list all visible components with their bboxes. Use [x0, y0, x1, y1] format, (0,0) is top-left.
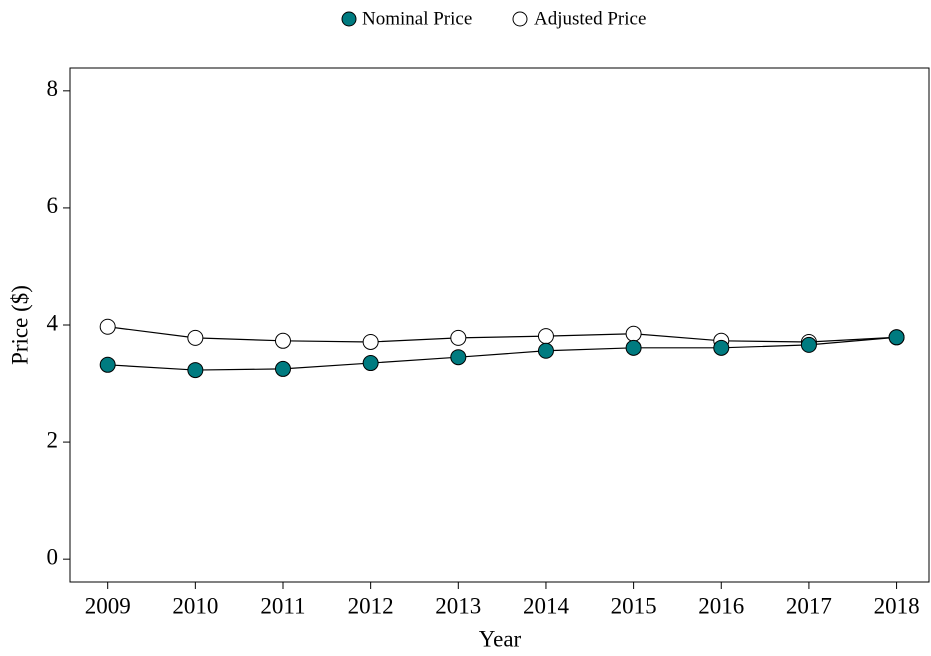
legend-label: Nominal Price: [362, 8, 472, 29]
x-tick-label: 2012: [348, 593, 394, 618]
data-point: [99, 318, 116, 335]
data-point: [537, 328, 554, 345]
x-tick-label: 2013: [435, 593, 481, 618]
data-point: [362, 355, 379, 372]
x-tick-label: 2018: [874, 593, 920, 618]
data-point: [625, 339, 642, 356]
legend-marker: [512, 11, 528, 27]
y-tick-label: 4: [47, 310, 59, 335]
data-point: [450, 349, 467, 366]
y-tick-label: 2: [47, 427, 59, 452]
data-point: [274, 360, 291, 377]
data-point: [800, 336, 817, 353]
x-tick-label: 2017: [786, 593, 832, 618]
x-tick-label: 2011: [260, 593, 305, 618]
data-point: [274, 332, 291, 349]
plot-frame: [69, 67, 930, 583]
y-tick-label: 6: [47, 193, 59, 218]
y-tick-label: 8: [47, 76, 59, 101]
data-point: [450, 329, 467, 346]
data-point: [888, 329, 905, 346]
data-point: [187, 329, 204, 346]
x-tick-label: 2009: [85, 593, 131, 618]
legend-marker: [341, 11, 357, 27]
data-point: [187, 362, 204, 379]
series-line: [107, 336, 897, 371]
data-point: [537, 342, 554, 359]
data-point: [362, 333, 379, 350]
x-tick-label: 2014: [523, 593, 570, 618]
y-tick-label: 0: [47, 544, 59, 569]
data-point: [625, 325, 642, 342]
data-point: [713, 339, 730, 356]
x-tick-label: 2015: [611, 593, 657, 618]
y-axis-title: Price ($): [7, 285, 32, 365]
x-tick-label: 2010: [172, 593, 218, 618]
x-axis-title: Year: [479, 626, 522, 651]
series-line: [107, 326, 897, 343]
legend-label: Adjusted Price: [534, 8, 646, 29]
data-point: [99, 356, 116, 373]
x-tick-label: 2016: [698, 593, 744, 618]
